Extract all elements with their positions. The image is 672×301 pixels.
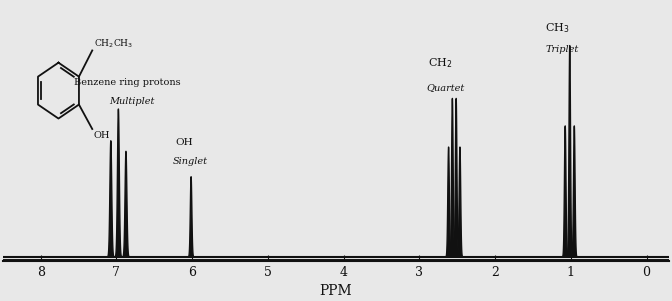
Text: Triplet: Triplet (545, 45, 579, 54)
X-axis label: PPM: PPM (320, 284, 352, 298)
Text: OH: OH (175, 138, 194, 147)
Text: OH: OH (93, 131, 110, 140)
Text: Singlet: Singlet (173, 157, 208, 166)
Text: CH$_3$: CH$_3$ (545, 21, 569, 35)
Text: Benzene ring protons: Benzene ring protons (75, 78, 181, 87)
Text: CH$_2$CH$_3$: CH$_2$CH$_3$ (93, 37, 133, 50)
Text: Multiplet: Multiplet (109, 98, 154, 107)
Text: Quartet: Quartet (427, 82, 465, 92)
Text: CH$_2$: CH$_2$ (428, 57, 453, 70)
